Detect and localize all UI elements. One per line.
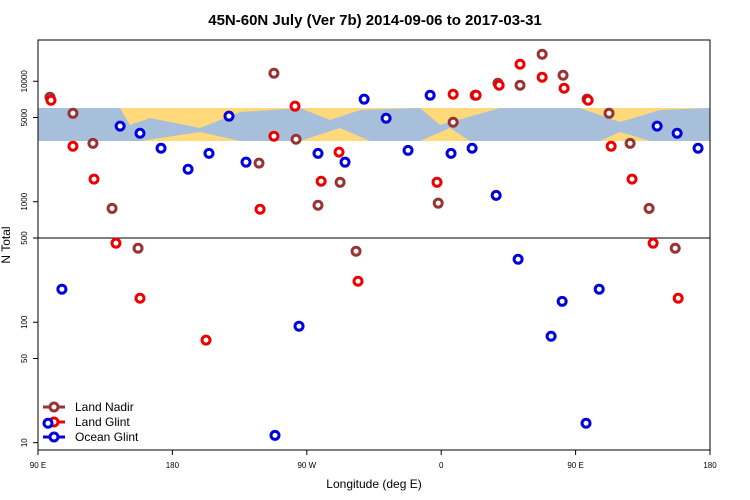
point (254, 203, 266, 215)
point (203, 147, 215, 159)
point (470, 89, 482, 101)
point (466, 142, 478, 154)
chart-title: 45N-60N July (Ver 7b) 2014-09-06 to 2017… (208, 12, 542, 29)
point (290, 133, 302, 145)
point (334, 176, 346, 188)
point (134, 292, 146, 304)
point (42, 417, 54, 429)
point (671, 127, 683, 139)
point (626, 173, 638, 185)
point (643, 202, 655, 214)
point (669, 242, 681, 254)
point (556, 295, 568, 307)
map-ocean (38, 108, 710, 141)
point (45, 94, 57, 106)
x-tick-label: 90 E (567, 461, 583, 470)
point (56, 283, 68, 295)
y-tick-label: 10000 (20, 70, 29, 93)
point (582, 94, 594, 106)
point (431, 176, 443, 188)
point (651, 120, 663, 132)
point (350, 245, 362, 257)
y-tick-label: 1000 (20, 192, 29, 210)
legend-marker (48, 401, 60, 413)
point (333, 146, 345, 158)
point (253, 157, 265, 169)
point (545, 330, 557, 342)
point (67, 107, 79, 119)
point (182, 163, 194, 175)
point (132, 242, 144, 254)
point (339, 156, 351, 168)
point (200, 334, 212, 346)
point (223, 110, 235, 122)
legend-label: Land Nadir (75, 400, 134, 414)
point (558, 82, 570, 94)
point (67, 140, 79, 152)
point (647, 237, 659, 249)
x-tick-label: 180 (703, 461, 717, 470)
point (557, 69, 569, 81)
plot-frame (37, 39, 711, 451)
point (380, 112, 392, 124)
point (312, 199, 324, 211)
point (580, 417, 592, 429)
point (536, 71, 548, 83)
point (593, 283, 605, 295)
point (155, 142, 167, 154)
point (447, 88, 459, 100)
point (289, 100, 301, 112)
y-tick-label: 100 (20, 315, 29, 329)
point (269, 429, 281, 441)
x-axis-label: Longitude (deg E) (326, 477, 421, 491)
point (293, 320, 305, 332)
point (605, 140, 617, 152)
point (312, 147, 324, 159)
point (268, 67, 280, 79)
point (603, 107, 615, 119)
point (114, 120, 126, 132)
point (512, 253, 524, 265)
y-tick-label: 500 (20, 231, 29, 245)
point (240, 156, 252, 168)
point (315, 175, 327, 187)
point (514, 58, 526, 70)
point (493, 79, 505, 91)
point (445, 147, 457, 159)
y-axis-label: N Total (0, 226, 13, 263)
point (672, 292, 684, 304)
point (88, 173, 100, 185)
point (692, 142, 704, 154)
point (110, 237, 122, 249)
map-band (38, 108, 710, 141)
point (424, 89, 436, 101)
point (352, 275, 364, 287)
point (358, 93, 370, 105)
legend-label: Ocean Glint (75, 430, 139, 444)
x-tick-label: 180 (166, 461, 180, 470)
y-tick-label: 10 (20, 438, 29, 447)
point (87, 137, 99, 149)
legend-label: Land Glint (75, 415, 130, 429)
point (432, 197, 444, 209)
point (514, 79, 526, 91)
x-tick-label: 0 (439, 461, 444, 470)
point (402, 144, 414, 156)
point (268, 130, 280, 142)
point (447, 116, 459, 128)
y-tick-label: 5000 (20, 108, 29, 126)
legend-marker (48, 431, 60, 443)
point (624, 137, 636, 149)
point (106, 202, 118, 214)
point (134, 127, 146, 139)
x-tick-label: 90 E (30, 461, 46, 470)
point (490, 189, 502, 201)
x-tick-label: 90 W (297, 461, 316, 470)
y-tick-label: 50 (20, 354, 29, 363)
point (536, 48, 548, 60)
